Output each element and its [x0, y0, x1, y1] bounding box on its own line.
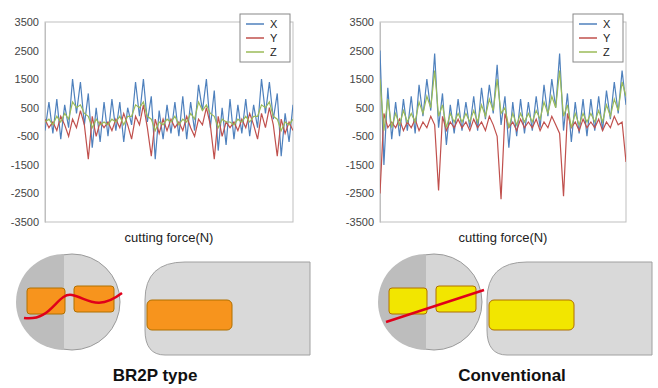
legend: XYZ — [573, 14, 623, 62]
legend-label: Z — [603, 46, 610, 58]
legend-swatch — [579, 23, 597, 25]
tick: 2500 — [350, 45, 380, 57]
tool-side — [145, 262, 310, 355]
tick: 500 — [356, 102, 380, 114]
x-axis-title: cutting force(N) — [125, 230, 214, 245]
tick-label: 3500 — [15, 16, 39, 28]
legend-swatch — [579, 51, 597, 53]
tick-label: -500 — [352, 130, 374, 142]
tick-label: -2500 — [346, 187, 374, 199]
chart: -3500 -2500 -1500 -500 500 1500 2500 3500 cuttin… — [11, 14, 293, 245]
caption: Conventional — [458, 366, 566, 385]
tick-label: 500 — [356, 102, 374, 114]
legend-label: Z — [270, 46, 277, 58]
figure: -3500 -2500 -1500 -500 500 1500 2500 3500 cuttin… — [0, 0, 658, 388]
tick: 3500 — [350, 16, 380, 28]
chart: -3500 -2500 -1500 -500 500 1500 2500 3500 cuttin… — [346, 14, 626, 245]
tick-label: -500 — [17, 130, 39, 142]
tick-label: -1500 — [11, 159, 39, 171]
tick: -500 — [17, 130, 45, 142]
tick: 500 — [21, 102, 45, 114]
tool-side — [487, 262, 652, 355]
caption: BR2P type — [113, 366, 198, 385]
series-line — [380, 71, 626, 131]
legend-swatch — [246, 23, 264, 25]
tick-label: -3500 — [346, 216, 374, 228]
x-axis-title: cutting force(N) — [459, 230, 548, 245]
series-line — [380, 113, 626, 199]
legend-label: Y — [270, 32, 278, 44]
tick-label: -2500 — [11, 187, 39, 199]
plot-frame — [45, 22, 293, 222]
legend: XYZ — [240, 14, 290, 62]
tick: -3500 — [346, 216, 380, 228]
tick-label: 500 — [21, 102, 39, 114]
tick: -3500 — [11, 216, 45, 228]
tick: 1500 — [350, 73, 380, 85]
tick-label: 2500 — [15, 45, 39, 57]
tick: -1500 — [11, 159, 45, 171]
legend-swatch — [246, 51, 264, 53]
tick-label: -1500 — [346, 159, 374, 171]
tick-label: 1500 — [350, 73, 374, 85]
legend-label: Y — [603, 32, 611, 44]
cutting-edge — [386, 290, 484, 322]
tick-label: 3500 — [350, 16, 374, 28]
tick: -2500 — [11, 187, 45, 199]
tick-label: 2500 — [350, 45, 374, 57]
insert — [74, 286, 114, 312]
plot-frame — [380, 22, 626, 222]
y-axis: -3500 -2500 -1500 -500 500 1500 2500 3500 — [346, 16, 381, 228]
plot-area — [45, 79, 293, 159]
legend-swatch — [246, 37, 264, 39]
legend-box — [573, 14, 623, 62]
cutting-edge — [24, 293, 122, 318]
series-line — [45, 79, 293, 159]
y-axis: -3500 -2500 -1500 -500 500 1500 2500 3500 — [11, 16, 46, 228]
insert — [147, 300, 232, 330]
legend-label: X — [270, 18, 278, 30]
tick: 2500 — [15, 45, 45, 57]
tick: -500 — [352, 130, 380, 142]
tick: 3500 — [15, 16, 45, 28]
series-line — [45, 102, 293, 131]
tool-shade — [378, 254, 426, 350]
series-line — [45, 105, 293, 159]
illustrations — [16, 254, 652, 355]
legend-box — [240, 14, 290, 62]
legend-swatch — [579, 37, 597, 39]
tick: -1500 — [346, 159, 380, 171]
tick: 1500 — [15, 73, 45, 85]
plot-area — [380, 51, 626, 200]
legend-label: X — [603, 18, 611, 30]
tick-label: 1500 — [15, 73, 39, 85]
tick-label: -3500 — [11, 216, 39, 228]
tick: -2500 — [346, 187, 380, 199]
insert — [489, 300, 574, 330]
